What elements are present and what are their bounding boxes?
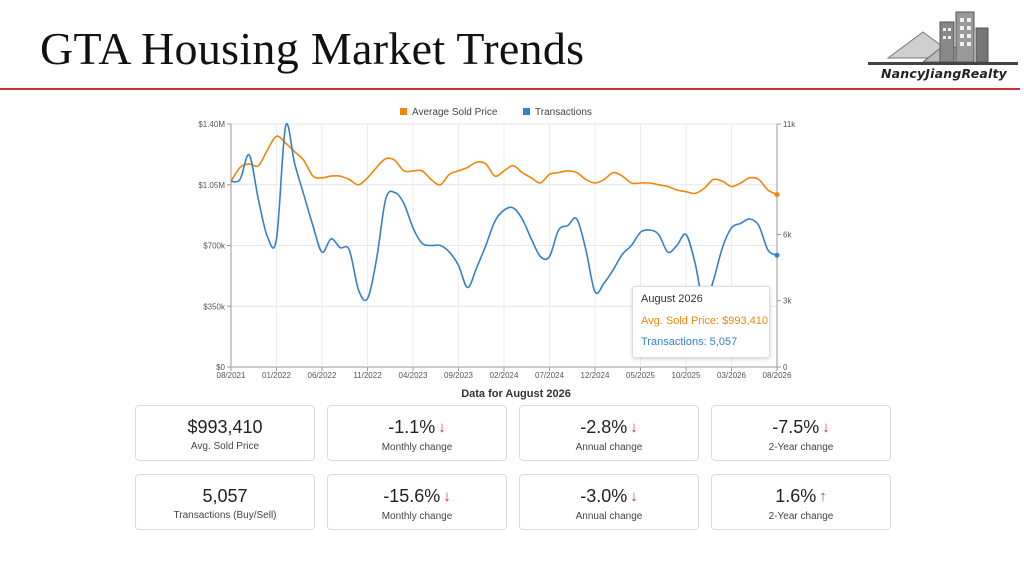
arrow-down-icon: ↓	[822, 419, 830, 436]
data-for-label: Data for August 2026	[461, 388, 571, 400]
y-left-tick-label: $1.40M	[198, 120, 225, 129]
legend-swatch	[523, 108, 530, 115]
series-line-transactions	[230, 122, 778, 307]
arrow-down-icon: ↓	[630, 488, 638, 505]
realty-logo	[868, 11, 1018, 65]
y-left-tick-label: $700k	[203, 242, 226, 251]
stat-label: Annual change	[575, 511, 643, 522]
legend-swatch	[400, 108, 407, 115]
stat-value: $993,410	[187, 417, 263, 437]
legend-label: Transactions	[535, 107, 592, 118]
arrow-down-icon: ↓	[630, 419, 638, 436]
x-tick-label: 05/2025	[626, 371, 655, 380]
x-tick-label: 12/2024	[581, 371, 610, 380]
stat-label: Monthly change	[381, 511, 453, 522]
stat-value: -3.0% ↓	[580, 486, 638, 506]
x-tick-label: 08/2026	[763, 371, 792, 380]
x-tick-label: 01/2022	[262, 371, 291, 380]
stat-card-avg-price: $993,410 Avg. Sold Price	[135, 405, 315, 461]
x-tick-label: 11/2022	[353, 371, 382, 380]
x-tick-label: 07/2024	[535, 371, 564, 380]
stat-label: Annual change	[575, 442, 643, 453]
transactions-end-marker	[774, 252, 780, 258]
stat-value: 1.6% ↑	[775, 486, 827, 506]
chart-tooltip: August 2026 Avg. Sold Price: $993,410 Tr…	[632, 286, 770, 358]
stat-value: 5,057	[202, 486, 248, 506]
tooltip-transactions: Transactions: 5,057	[641, 336, 738, 348]
x-tick-label: 02/2024	[490, 371, 519, 380]
logo-wordmark: NancyJiangRealty	[880, 66, 1008, 81]
stat-card-trans-2year: 1.6% ↑ 2-Year change	[711, 474, 891, 530]
x-tick-label: 03/2026	[717, 371, 746, 380]
market-chart[interactable]: $0 $350k $700k $1.05M $1.40M 08/2021 01/2022 06…	[180, 100, 820, 400]
stat-label: Transactions (Buy/Sell)	[173, 510, 277, 521]
y-left-tick-label: $0	[216, 363, 225, 372]
series-line-avg-price	[230, 135, 778, 196]
stat-value: -2.8% ↓	[580, 417, 638, 437]
x-tick-label: 09/2023	[444, 371, 473, 380]
stat-label: Avg. Sold Price	[190, 441, 260, 452]
stat-card-price-annual: -2.8% ↓ Annual change	[519, 405, 699, 461]
stat-label: 2-Year change	[768, 511, 834, 522]
y-left-tick-label: $1.05M	[198, 181, 225, 190]
x-tick-label: 10/2025	[672, 371, 701, 380]
tooltip-price: Avg. Sold Price: $993,410	[641, 315, 768, 327]
avg-price-end-marker	[774, 192, 780, 198]
slide-title: GTA Housing Market Trends	[40, 23, 585, 74]
tooltip-title: August 2026	[641, 293, 703, 305]
stat-card-price-2year: -7.5% ↓ 2-Year change	[711, 405, 891, 461]
y-left-tick-label: $350k	[203, 302, 226, 311]
arrow-down-icon: ↓	[438, 419, 446, 436]
y-right-tick-label: 0	[783, 363, 788, 372]
stat-value: -15.6% ↓	[383, 486, 451, 506]
title-divider	[0, 88, 1020, 90]
y-right-tick-label: 6k	[783, 230, 792, 239]
stat-value: -1.1% ↓	[388, 417, 446, 437]
x-tick-label: 06/2022	[308, 371, 337, 380]
stat-value: -7.5% ↓	[772, 417, 830, 437]
stat-label: Monthly change	[381, 442, 453, 453]
stat-label: 2-Year change	[768, 442, 834, 453]
arrow-down-icon: ↓	[443, 488, 451, 505]
stat-card-price-monthly: -1.1% ↓ Monthly change	[327, 405, 507, 461]
arrow-up-icon: ↑	[819, 488, 827, 505]
y-right-tick-label: 3k	[783, 297, 792, 306]
legend-label: Average Sold Price	[412, 107, 498, 118]
y-right-tick-label: 11k	[783, 120, 796, 129]
stat-card-transactions: 5,057 Transactions (Buy/Sell)	[135, 474, 315, 530]
x-tick-label: 04/2023	[399, 371, 428, 380]
x-tick-label: 08/2021	[217, 371, 246, 380]
stat-card-trans-monthly: -15.6% ↓ Monthly change	[327, 474, 507, 530]
stat-card-trans-annual: -3.0% ↓ Annual change	[519, 474, 699, 530]
